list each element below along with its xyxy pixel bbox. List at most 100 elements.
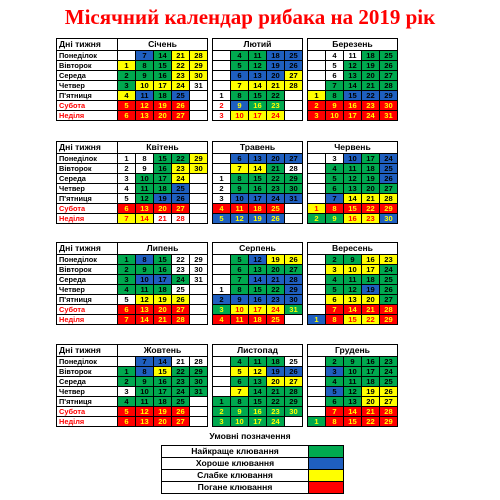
day-cell: 19 bbox=[361, 284, 380, 295]
day-cell: 10 bbox=[325, 110, 344, 121]
day-cell: 11 bbox=[343, 376, 362, 387]
day-cell: 18 bbox=[266, 50, 285, 61]
day-cell: 2 bbox=[307, 100, 326, 111]
day-cell: 14 bbox=[248, 163, 267, 174]
day-cell: 17 bbox=[361, 264, 380, 275]
day-cell: 23 bbox=[171, 376, 190, 387]
day-cell: 13 bbox=[248, 264, 267, 275]
day-cell: 25 bbox=[171, 396, 190, 407]
day-cell: 17 bbox=[361, 366, 380, 377]
day-cell: 13 bbox=[135, 304, 154, 315]
day-cell: 9 bbox=[230, 100, 249, 111]
day-cell: 25 bbox=[379, 50, 398, 61]
day-cell: 12 bbox=[343, 386, 362, 397]
day-cell: 23 bbox=[266, 183, 285, 194]
day-cell bbox=[284, 100, 303, 111]
day-cell: 23 bbox=[171, 163, 190, 174]
month-header: Травень bbox=[212, 141, 303, 154]
day-cell: 1 bbox=[117, 366, 136, 377]
month-header: Серпень bbox=[212, 242, 303, 255]
day-cell: 3 bbox=[117, 274, 136, 285]
day-cell: 28 bbox=[284, 80, 303, 91]
day-cell: 3 bbox=[117, 80, 136, 91]
day-cell bbox=[189, 193, 208, 204]
day-cell: 18 bbox=[266, 356, 285, 367]
day-cell: 25 bbox=[379, 376, 398, 387]
legend-swatch bbox=[308, 445, 344, 458]
day-cell: 28 bbox=[379, 193, 398, 204]
month-header: Березень bbox=[307, 38, 398, 51]
day-cell: 7 bbox=[230, 80, 249, 91]
day-cell: 24 bbox=[379, 264, 398, 275]
legend-swatch bbox=[308, 469, 344, 482]
day-cell bbox=[189, 110, 208, 121]
legend-swatch bbox=[308, 457, 344, 470]
day-cell bbox=[189, 314, 208, 325]
day-cell: 29 bbox=[189, 254, 208, 265]
day-cell: 23 bbox=[361, 213, 380, 224]
day-cell: 3 bbox=[307, 110, 326, 121]
day-cell: 16 bbox=[343, 213, 362, 224]
quarter-table: Дні тижня Квітень Травень Червень Понеділок 1… bbox=[56, 141, 398, 224]
day-cell: 23 bbox=[266, 406, 285, 417]
day-cell bbox=[307, 153, 326, 164]
day-cell: 27 bbox=[171, 416, 190, 427]
day-cell: 22 bbox=[171, 153, 190, 164]
day-cell: 29 bbox=[189, 153, 208, 164]
day-cell: 5 bbox=[117, 406, 136, 417]
day-cell: 12 bbox=[135, 294, 154, 305]
day-cell: 16 bbox=[248, 183, 267, 194]
day-cell bbox=[307, 173, 326, 184]
day-cell: 22 bbox=[361, 90, 380, 101]
day-cell: 13 bbox=[343, 396, 362, 407]
day-cell: 6 bbox=[117, 416, 136, 427]
day-cell: 1 bbox=[307, 90, 326, 101]
month-header: Вересень bbox=[307, 242, 398, 255]
day-cell: 22 bbox=[361, 416, 380, 427]
day-cell: 9 bbox=[230, 294, 249, 305]
weekday-label: Неділя bbox=[56, 110, 118, 121]
weekday-label: Середа bbox=[56, 173, 118, 184]
day-cell bbox=[307, 294, 326, 305]
day-cell: 27 bbox=[284, 376, 303, 387]
day-cell: 8 bbox=[325, 90, 344, 101]
day-cell: 1 bbox=[117, 153, 136, 164]
day-cell: 22 bbox=[361, 314, 380, 325]
day-cell: 20 bbox=[266, 70, 285, 81]
day-cell: 9 bbox=[230, 406, 249, 417]
day-cell: 6 bbox=[230, 70, 249, 81]
day-cell: 15 bbox=[153, 366, 172, 377]
day-cell: 16 bbox=[361, 254, 380, 265]
day-header: Дні тижня bbox=[56, 38, 118, 51]
day-cell: 1 bbox=[212, 173, 231, 184]
day-cell: 12 bbox=[343, 173, 362, 184]
day-cell: 5 bbox=[230, 366, 249, 377]
day-cell: 19 bbox=[361, 173, 380, 184]
day-cell: 17 bbox=[343, 110, 362, 121]
day-cell: 11 bbox=[248, 50, 267, 61]
day-cell: 22 bbox=[171, 60, 190, 71]
weekday-label: Понеділок bbox=[56, 50, 118, 61]
day-cell: 17 bbox=[153, 173, 172, 184]
day-cell bbox=[189, 213, 208, 224]
day-cell: 24 bbox=[171, 80, 190, 91]
day-cell: 14 bbox=[343, 406, 362, 417]
day-cell: 29 bbox=[379, 203, 398, 214]
day-cell: 28 bbox=[379, 406, 398, 417]
day-cell: 6 bbox=[230, 264, 249, 275]
day-cell: 4 bbox=[212, 203, 231, 214]
day-cell: 2 bbox=[117, 264, 136, 275]
day-cell: 29 bbox=[379, 416, 398, 427]
day-cell: 23 bbox=[266, 100, 285, 111]
day-cell: 26 bbox=[171, 406, 190, 417]
day-cell: 17 bbox=[361, 153, 380, 164]
day-cell: 20 bbox=[153, 304, 172, 315]
day-cell: 11 bbox=[135, 284, 154, 295]
day-cell: 18 bbox=[153, 396, 172, 407]
day-cell: 9 bbox=[135, 376, 154, 387]
day-cell: 21 bbox=[171, 356, 190, 367]
day-cell: 21 bbox=[171, 50, 190, 61]
day-cell: 27 bbox=[171, 203, 190, 214]
page-title: Місячний календар рибака на 2019 рік bbox=[64, 5, 436, 29]
day-header: Дні тижня bbox=[56, 344, 118, 357]
